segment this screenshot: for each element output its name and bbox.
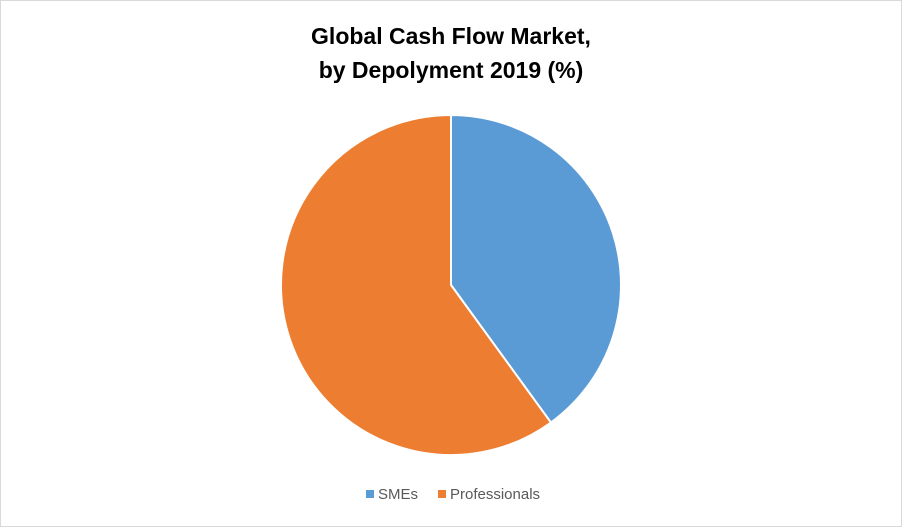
legend-label: Professionals [450,486,540,503]
chart-title: by Depolyment 2019 (%) [319,57,584,83]
pie-slice [450,113,623,424]
pie-slice [280,113,553,456]
legend-swatch [366,490,374,498]
chart-title: Global Cash Flow Market, [311,23,591,49]
legend-swatch [438,490,446,498]
legend-label: SMEs [378,486,418,503]
